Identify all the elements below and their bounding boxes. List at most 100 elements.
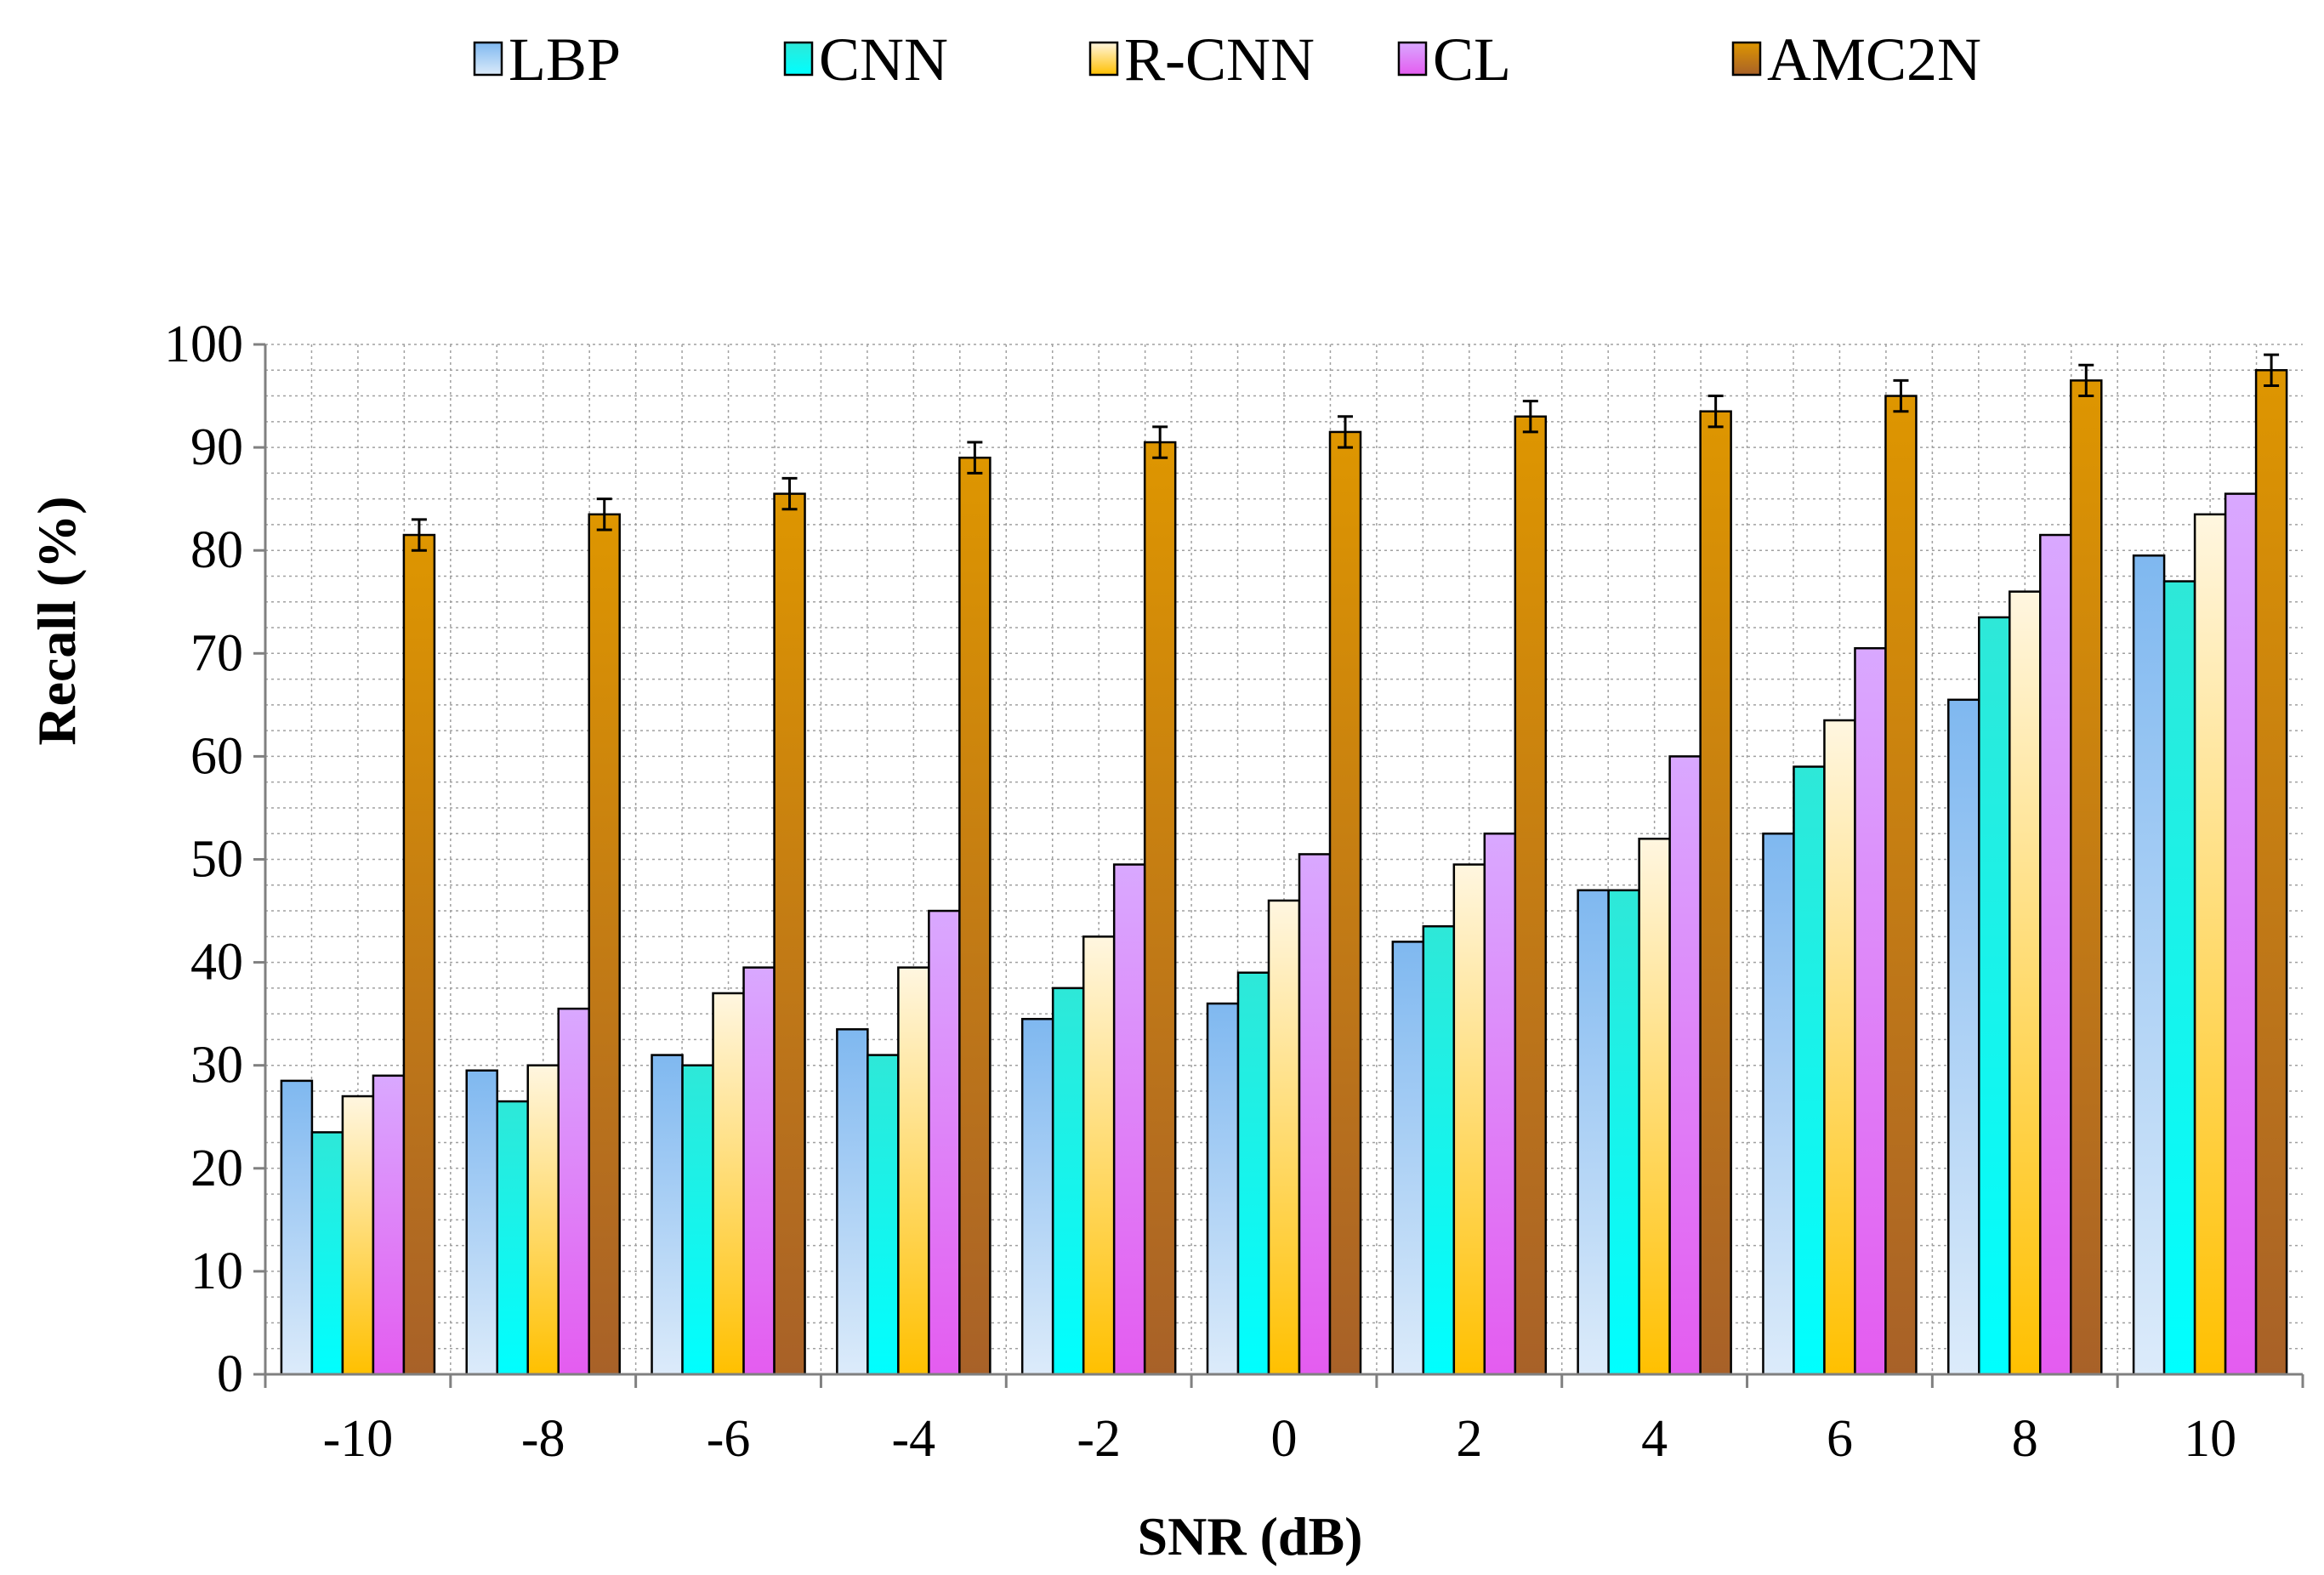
- bar-amc2n-snr--6: [773, 492, 806, 1376]
- bar-cnn-snr--8: [496, 1100, 529, 1376]
- bar-amc2n-snr--10: [402, 533, 436, 1376]
- bar-cnn-snr-8: [1978, 616, 2011, 1376]
- legend-item-lbp: LBP: [473, 26, 621, 94]
- bar-cl-snr-10: [2224, 492, 2258, 1376]
- bar-r-cnn-snr-2: [1452, 863, 1486, 1376]
- y-tick-label: 10: [190, 1242, 243, 1300]
- bar-cnn-snr--6: [681, 1064, 714, 1376]
- bar-r-cnn-snr-0: [1267, 899, 1301, 1376]
- bar-amc2n-snr-4: [1699, 410, 1732, 1376]
- bar-amc2n-snr-0: [1328, 430, 1362, 1376]
- error-bar-amc2n-snr--4: [967, 441, 983, 475]
- y-tick-label: 20: [190, 1140, 243, 1197]
- legend-item-cnn: CNN: [783, 26, 948, 94]
- x-tick-label: -6: [707, 1410, 751, 1468]
- error-bar-amc2n-snr-0: [1338, 415, 1353, 449]
- y-tick-label: 100: [164, 316, 243, 373]
- bar-cnn-snr-2: [1422, 924, 1456, 1376]
- legend-swatch: [783, 41, 814, 77]
- y-tick-label: 50: [190, 831, 243, 889]
- error-bar-amc2n-snr--2: [1152, 425, 1168, 459]
- bar-amc2n-snr-2: [1514, 415, 1548, 1376]
- bar-lbp-snr-4: [1577, 889, 1610, 1376]
- bar-cnn-snr-4: [1607, 889, 1640, 1376]
- error-bar-amc2n-snr--8: [596, 498, 612, 532]
- error-bar-amc2n-snr--6: [781, 476, 798, 511]
- x-tick-label: -8: [521, 1410, 565, 1468]
- bar-cl-snr-4: [1668, 755, 1702, 1376]
- bar-cl-snr-8: [2039, 533, 2072, 1376]
- error-bar-amc2n-snr-4: [1707, 395, 1724, 429]
- bar-cl-snr--6: [742, 966, 776, 1376]
- error-bar-amc2n-snr--10: [411, 518, 427, 552]
- x-tick-label: 10: [2184, 1410, 2236, 1468]
- bar-r-cnn-snr-4: [1638, 838, 1671, 1376]
- bar-cnn-snr-10: [2162, 580, 2196, 1376]
- y-tick-label: 30: [190, 1037, 243, 1095]
- bar-r-cnn-snr-10: [2193, 513, 2227, 1376]
- bar-lbp-snr-0: [1206, 1002, 1240, 1376]
- bar-cl-snr--8: [557, 1007, 590, 1376]
- bar-cl-snr-0: [1298, 853, 1332, 1376]
- x-tick-label: 4: [1641, 1410, 1668, 1468]
- bar-lbp-snr-8: [1947, 698, 1980, 1376]
- chart-axes: [253, 343, 2304, 1388]
- bar-r-cnn-snr--2: [1082, 935, 1116, 1376]
- legend-swatch: [1088, 41, 1119, 77]
- bar-cnn-snr--10: [310, 1131, 344, 1376]
- legend-label: LBP: [509, 26, 621, 94]
- bar-r-cnn-snr-6: [1823, 719, 1856, 1376]
- bar-r-cnn-snr--10: [341, 1095, 375, 1376]
- legend-swatch: [473, 41, 503, 77]
- y-tick-label: 80: [190, 521, 243, 579]
- bar-cl-snr--2: [1112, 863, 1146, 1376]
- bar-amc2n-snr--8: [588, 513, 621, 1376]
- legend-item-r-cnn: R-CNN: [1088, 26, 1315, 94]
- bar-lbp-snr--10: [280, 1079, 314, 1376]
- bar-lbp-snr--2: [1020, 1017, 1054, 1376]
- bar-r-cnn-snr--4: [897, 966, 930, 1376]
- bar-cnn-snr-0: [1236, 971, 1270, 1376]
- bar-lbp-snr-10: [2132, 554, 2166, 1376]
- legend-item-cl: CL: [1397, 26, 1511, 94]
- bar-cl-snr-2: [1483, 832, 1517, 1376]
- bar-cnn-snr--4: [867, 1054, 900, 1376]
- bar-lbp-snr--6: [651, 1054, 684, 1376]
- x-tick-label: 2: [1456, 1410, 1482, 1468]
- bar-lbp-snr-6: [1762, 832, 1795, 1376]
- legend-label: CL: [1433, 26, 1511, 94]
- bar-amc2n-snr--4: [958, 456, 992, 1376]
- y-axis-title: Recall (%): [26, 496, 87, 745]
- legend-item-amc2n: AMC2N: [1731, 26, 1981, 94]
- y-tick-label: 0: [217, 1345, 243, 1403]
- y-tick-label: 60: [190, 727, 243, 785]
- bar-amc2n-snr-6: [1884, 395, 1918, 1376]
- bar-amc2n-snr-8: [2070, 379, 2103, 1376]
- bar-lbp-snr--8: [465, 1069, 498, 1376]
- chart-legend: LBP CNN R-CNN CL AMC2N: [473, 26, 1981, 94]
- x-tick-label: 0: [1271, 1410, 1298, 1468]
- bar-r-cnn-snr--8: [526, 1064, 560, 1376]
- x-tick-label: 6: [1827, 1410, 1853, 1468]
- x-axis-title: SNR (dB): [1138, 1506, 1363, 1566]
- x-tick-label: 8: [2012, 1410, 2038, 1468]
- bar-cnn-snr-6: [1793, 765, 1826, 1376]
- bar-cl-snr-6: [1854, 646, 1887, 1376]
- legend-swatch: [1397, 41, 1428, 77]
- x-tick-label: -10: [323, 1410, 394, 1468]
- y-tick-label: 70: [190, 624, 243, 682]
- bar-lbp-snr--4: [836, 1028, 869, 1376]
- bar-cl-snr--10: [372, 1074, 406, 1376]
- error-bar-amc2n-snr-6: [1893, 378, 1909, 413]
- y-tick-label: 90: [190, 418, 243, 476]
- bar-amc2n-snr-10: [2254, 369, 2288, 1376]
- x-tick-label: -4: [892, 1410, 936, 1468]
- y-tick-label: 40: [190, 934, 243, 992]
- legend-swatch: [1731, 41, 1762, 77]
- error-bar-amc2n-snr-10: [2264, 353, 2280, 387]
- bar-r-cnn-snr-8: [2009, 590, 2042, 1376]
- legend-label: R-CNN: [1124, 26, 1315, 94]
- legend-label: AMC2N: [1767, 26, 1981, 94]
